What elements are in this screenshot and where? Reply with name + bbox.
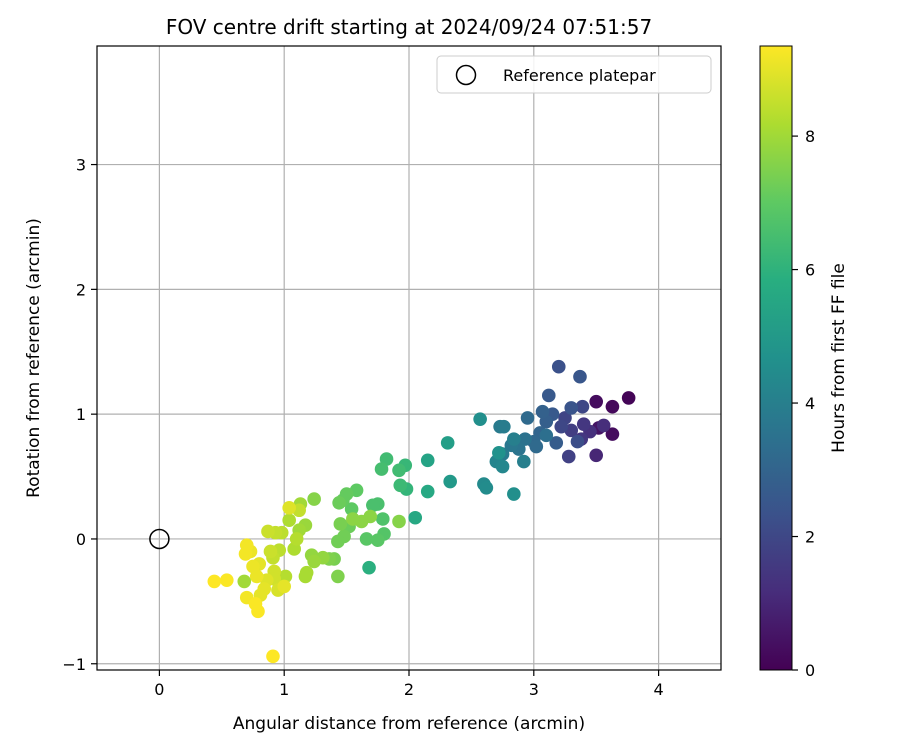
x-tick-label: 4 [654, 680, 664, 699]
x-tick-label: 1 [279, 680, 289, 699]
data-point [497, 419, 511, 434]
y-axis-label: Rotation from reference (arcmin) [24, 218, 44, 498]
data-point [366, 498, 380, 513]
data-point [605, 399, 620, 414]
colorbar-tick-label: 6 [805, 261, 815, 280]
data-point [535, 404, 550, 419]
data-point [359, 532, 374, 546]
data-point [289, 532, 304, 546]
data-point [246, 559, 260, 574]
data-point [408, 510, 423, 525]
legend: Reference platepar [436, 55, 712, 94]
data-point [420, 484, 435, 499]
data-point [266, 649, 280, 664]
data-point [495, 459, 510, 474]
data-point [307, 492, 321, 506]
data-point [207, 574, 222, 589]
data-point [473, 412, 487, 426]
colorbar-tick-label: 2 [805, 528, 815, 547]
data-points [207, 359, 636, 664]
data-point [539, 428, 554, 443]
colorbar [759, 45, 793, 671]
data-point [238, 547, 253, 561]
data-point [529, 439, 544, 454]
data-point [362, 560, 376, 575]
data-point [596, 418, 611, 433]
data-point [541, 388, 556, 403]
colorbar-tick-label: 4 [805, 394, 815, 413]
data-point [561, 449, 576, 464]
data-point [282, 500, 296, 515]
legend-label: Reference platepar [503, 66, 656, 85]
data-point [492, 446, 506, 460]
data-point [261, 524, 275, 539]
grid [97, 46, 721, 670]
data-point [479, 480, 494, 495]
data-point [589, 394, 603, 409]
colorbar-ticks: 0 2 4 6 8 [792, 127, 815, 680]
data-point [344, 502, 359, 516]
x-axis-ticks: 0 1 2 3 4 [154, 670, 664, 699]
data-point [251, 604, 265, 619]
x-tick-label: 0 [154, 680, 164, 699]
data-point [507, 432, 521, 446]
data-point [374, 462, 389, 476]
chart-title: FOV centre drift starting at 2024/09/24 … [166, 15, 652, 39]
data-point [576, 417, 591, 431]
x-tick-label: 2 [404, 680, 414, 699]
data-point [564, 401, 579, 415]
data-point [589, 448, 603, 463]
data-point [554, 419, 569, 434]
data-point [605, 427, 620, 441]
data-point [440, 436, 455, 450]
legend-box [436, 55, 712, 94]
colorbar-tick-label: 8 [805, 127, 815, 146]
data-point [332, 495, 346, 510]
data-point [549, 436, 564, 450]
data-point [333, 517, 348, 531]
x-tick-label: 3 [529, 680, 539, 699]
data-point [575, 399, 590, 414]
data-point [420, 453, 435, 468]
data-point [551, 359, 566, 374]
y-axis-ticks: −1 0 1 2 3 [62, 156, 97, 674]
colorbar-label: Hours from first FF file [829, 263, 849, 453]
y-tick-label: 1 [76, 405, 86, 424]
data-point [371, 533, 385, 548]
data-point [392, 463, 406, 478]
data-point [277, 579, 292, 594]
data-point [263, 544, 278, 559]
colorbar-tick-label: 0 [805, 661, 815, 680]
legend-marker [455, 64, 477, 86]
data-point [346, 512, 360, 526]
data-point [278, 569, 293, 584]
data-point [331, 569, 345, 584]
data-point [507, 487, 521, 501]
y-tick-label: 3 [76, 156, 86, 175]
data-point [443, 474, 457, 489]
x-axis-label: Angular distance from reference (arcmin) [233, 714, 585, 734]
data-point [518, 432, 532, 446]
data-point [393, 478, 408, 493]
y-tick-label: 2 [76, 280, 86, 299]
data-point [298, 569, 313, 584]
data-point [237, 574, 252, 589]
data-point [570, 434, 585, 449]
y-tick-label: −1 [62, 655, 86, 674]
data-point [392, 514, 406, 529]
data-point [375, 512, 390, 526]
data-point [520, 411, 535, 425]
data-point [517, 454, 531, 469]
data-point [307, 554, 321, 569]
y-tick-label: 0 [76, 530, 86, 549]
data-point [219, 573, 234, 587]
reference-point-marker [149, 528, 170, 550]
data-point [621, 391, 636, 405]
data-point [331, 534, 345, 549]
data-point [573, 369, 587, 384]
data-point [282, 513, 296, 528]
